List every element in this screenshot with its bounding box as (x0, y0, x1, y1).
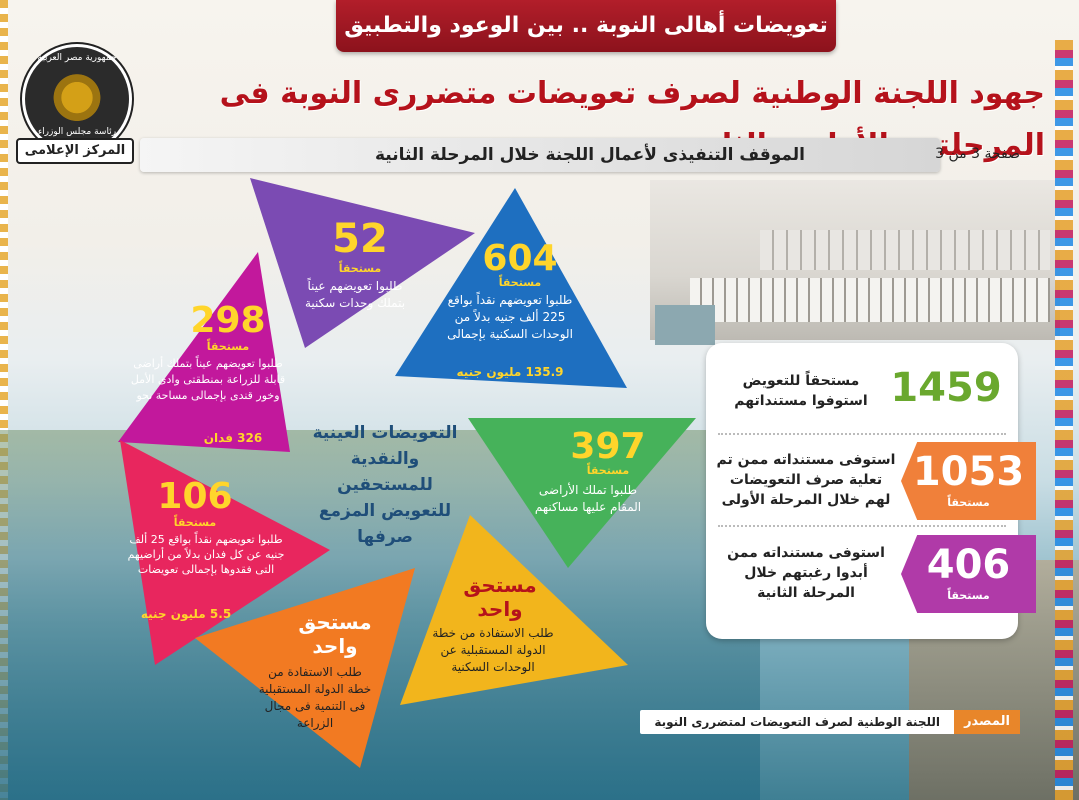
stat-label: مستحقاً (947, 496, 990, 509)
triangle-number: 52 (332, 216, 388, 262)
stat-406: 406 مستحقاً استوفى مستنداته ممن أبدوا رغ… (706, 531, 1036, 621)
separator (718, 525, 1006, 527)
triangle-one-agriculture: مستحق واحد طلب الاستفادة من خطة الدولة ا… (195, 568, 415, 768)
triangle-label: مستحقاً (586, 464, 630, 477)
triangle-text: طلب الاستفادة من خطة الدولة المستقبلية ف… (258, 665, 372, 730)
triangle-397: 397 مستحقاً طلبوا تملك الأراضى المقام عل… (468, 418, 696, 568)
source-bar: المصدر اللجنة الوطنية لصرف التعويضات لمت… (640, 710, 1020, 734)
triangle-number: 298 (190, 300, 266, 341)
triangle-604: 604 مستحقاً طلبوا تعويضهم نقداً بواقع 22… (395, 188, 627, 388)
triangle-number: 106 (157, 476, 233, 517)
triangle-number: 397 (570, 426, 646, 467)
triangle-extra: 135.9 مليون جنيه (456, 365, 564, 379)
triangle-298: 298 مستحقاً طلبوا تعويضهم عيناً بتملك أر… (118, 252, 290, 452)
triangle-label: مستحقاً (206, 340, 250, 353)
triangle-shape (468, 418, 696, 568)
triangle-text: طلبوا تعويضهم نقداً بواقع 25 ألف جنيه عن… (127, 533, 285, 576)
top-banner: تعويضات أهالى النوبة .. بين الوعود والتط… (336, 0, 836, 52)
triangle-extra: 326 فدان (203, 431, 263, 445)
triangle-text: طلبوا تعويضهم نقداً بواقع 225 ألف جنيه ب… (447, 293, 573, 341)
source-text: اللجنة الوطنية لصرف التعويضات لمتضررى ال… (654, 715, 940, 729)
dam-water (655, 305, 715, 345)
triangle-label: مستحقاً (173, 516, 217, 529)
triangle-text: طلبوا تعويضهم عيناً بتملك وحدات سكنية (304, 279, 406, 310)
stat-text: مستحقاً للتعويض استوفوا مستنداتهم (734, 373, 868, 409)
left-border-pattern (0, 0, 8, 800)
triangle-extra: 5.5 مليون جنيه (140, 607, 232, 621)
stat-label: مستحقاً (947, 589, 990, 602)
page-number: صفحة 3 من 3 (935, 146, 1020, 162)
right-border-pattern (1055, 40, 1073, 800)
triangle-shape (395, 188, 627, 388)
logo-ribbon: المركز الإعلامى (16, 138, 134, 164)
triangle-shape (250, 178, 475, 348)
triangle-shape (400, 515, 628, 705)
stat-number: 1459 (890, 365, 1002, 411)
logo-top-text: جمهورية مصر العربية (37, 53, 117, 63)
stat-1053: 1053 مستحقاً استوفى مستنداته ممن تم تعلي… (706, 438, 1036, 528)
triangle-number: 604 (482, 238, 558, 279)
triangle-number: مستحق واحد (463, 573, 537, 621)
triangle-106: 106 مستحقاً طلبوا تعويضهم نقداً بواقع 25… (120, 440, 330, 665)
subtitle-bar: الموقف التنفيذى لأعمال اللجنة خلال المرح… (140, 138, 940, 172)
stat-text: استوفى مستنداته ممن تم تعلية صرف التعويض… (716, 452, 896, 508)
dam-face-structure (690, 278, 1050, 322)
stat-badge: 406 مستحقاً (901, 535, 1036, 613)
triangle-text: طلب الاستفادة من خطة الدولة المستقبلية ع… (432, 626, 554, 674)
triangle-one-housing: مستحق واحد طلب الاستفادة من خطة الدولة ا… (400, 515, 628, 705)
triangle-text: طلبوا تعويضهم عيناً بتملك أراضى قابلة لل… (130, 357, 286, 402)
center-caption: التعويضات العينية والنقدية للمستحقين للت… (312, 423, 458, 547)
triangle-shape (195, 568, 415, 768)
triangle-number: مستحق واحد (298, 610, 372, 658)
subtitle: الموقف التنفيذى لأعمال اللجنة خلال المرح… (374, 145, 805, 165)
source-label: المصدر (954, 710, 1020, 734)
triangle-shape (120, 440, 330, 665)
stat-number: 406 (926, 542, 1011, 588)
stat-text: استوفى مستنداته ممن أبدوا رغبتهم خلال ال… (727, 545, 885, 601)
separator (718, 433, 1006, 435)
triangle-shape (118, 252, 290, 452)
stat-number: 1053 (912, 449, 1025, 495)
triangle-text: طلبوا تملك الأراضى المقام عليها مساكنهم (534, 483, 642, 514)
dam-top-structure (760, 230, 1050, 270)
logo: جمهورية مصر العربية رئاسة مجلس الوزراء (22, 44, 132, 154)
stat-badge: 1053 مستحقاً (901, 442, 1036, 520)
triangle-label: مستحقاً (498, 276, 542, 289)
stats-panel: 1459 مستحقاً للتعويض استوفوا مستنداتهم 1… (706, 343, 1036, 639)
triangle-52: 52 مستحقاً طلبوا تعويضهم عيناً بتملك وحد… (250, 178, 475, 348)
triangle-label: مستحقاً (338, 262, 382, 275)
eagle-icon (51, 69, 103, 121)
banner-text: تعويضات أهالى النوبة .. بين الوعود والتط… (344, 13, 828, 38)
logo-bottom-text: رئاسة مجلس الوزراء (37, 127, 117, 137)
stat-1459: 1459 مستحقاً للتعويض استوفوا مستنداتهم (706, 353, 1018, 433)
